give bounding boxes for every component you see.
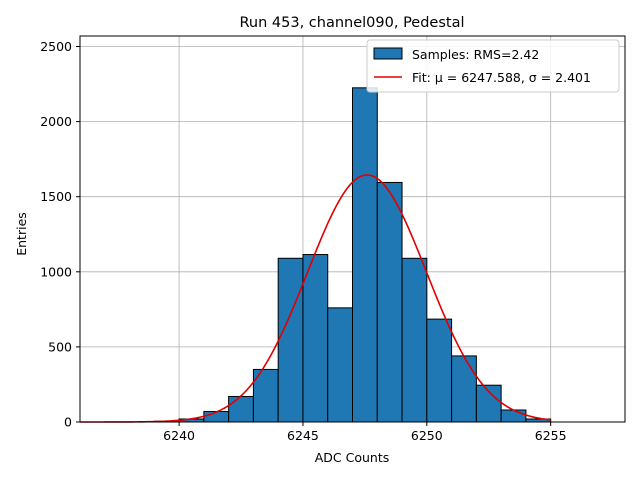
histogram-bar	[401, 257, 428, 423]
y-axis-label: Entries	[14, 212, 29, 256]
x-axis-ticks: 6240 6245 6250 6255	[163, 422, 567, 443]
legend-label-samples: Samples: RMS=2.42	[412, 47, 539, 62]
y-tick-label: 500	[48, 339, 72, 354]
chart-title: Run 453, channel090, Pedestal	[239, 15, 464, 31]
x-tick-label: 6240	[163, 428, 195, 443]
x-axis-label: ADC Counts	[315, 450, 390, 465]
histogram-bars	[153, 87, 552, 423]
legend: Samples: RMS=2.42 Fit: μ = 6247.588, σ =…	[366, 39, 620, 93]
x-tick-label: 6255	[535, 428, 567, 443]
plot-frame	[79, 35, 626, 423]
y-axis-ticks: 0 500 1000 1500 2000 2500	[40, 39, 80, 430]
y-tick-label: 2500	[40, 39, 72, 54]
legend-label-fit: Fit: μ = 6247.588, σ = 2.401	[412, 70, 591, 85]
histogram-bar	[451, 355, 477, 423]
histogram-bar	[252, 368, 279, 423]
y-tick-label: 1000	[40, 264, 72, 279]
histogram-bar	[203, 410, 230, 423]
histogram-bar	[277, 257, 304, 423]
x-tick-label: 6245	[287, 428, 319, 443]
histogram-bar	[352, 87, 378, 423]
histogram-bar	[376, 181, 403, 423]
fit-curve	[80, 174, 551, 423]
y-tick-label: 2000	[40, 114, 72, 129]
histogram-bar	[228, 395, 254, 423]
histogram-bar	[500, 409, 527, 423]
legend-box	[366, 39, 620, 93]
histogram-bar	[302, 254, 329, 423]
y-tick-label: 0	[64, 415, 72, 430]
x-tick-label: 6250	[411, 428, 443, 443]
y-tick-label: 1500	[40, 189, 72, 204]
legend-swatch-samples	[373, 47, 403, 60]
histogram-bar	[327, 307, 353, 423]
histogram-bar	[426, 318, 453, 423]
